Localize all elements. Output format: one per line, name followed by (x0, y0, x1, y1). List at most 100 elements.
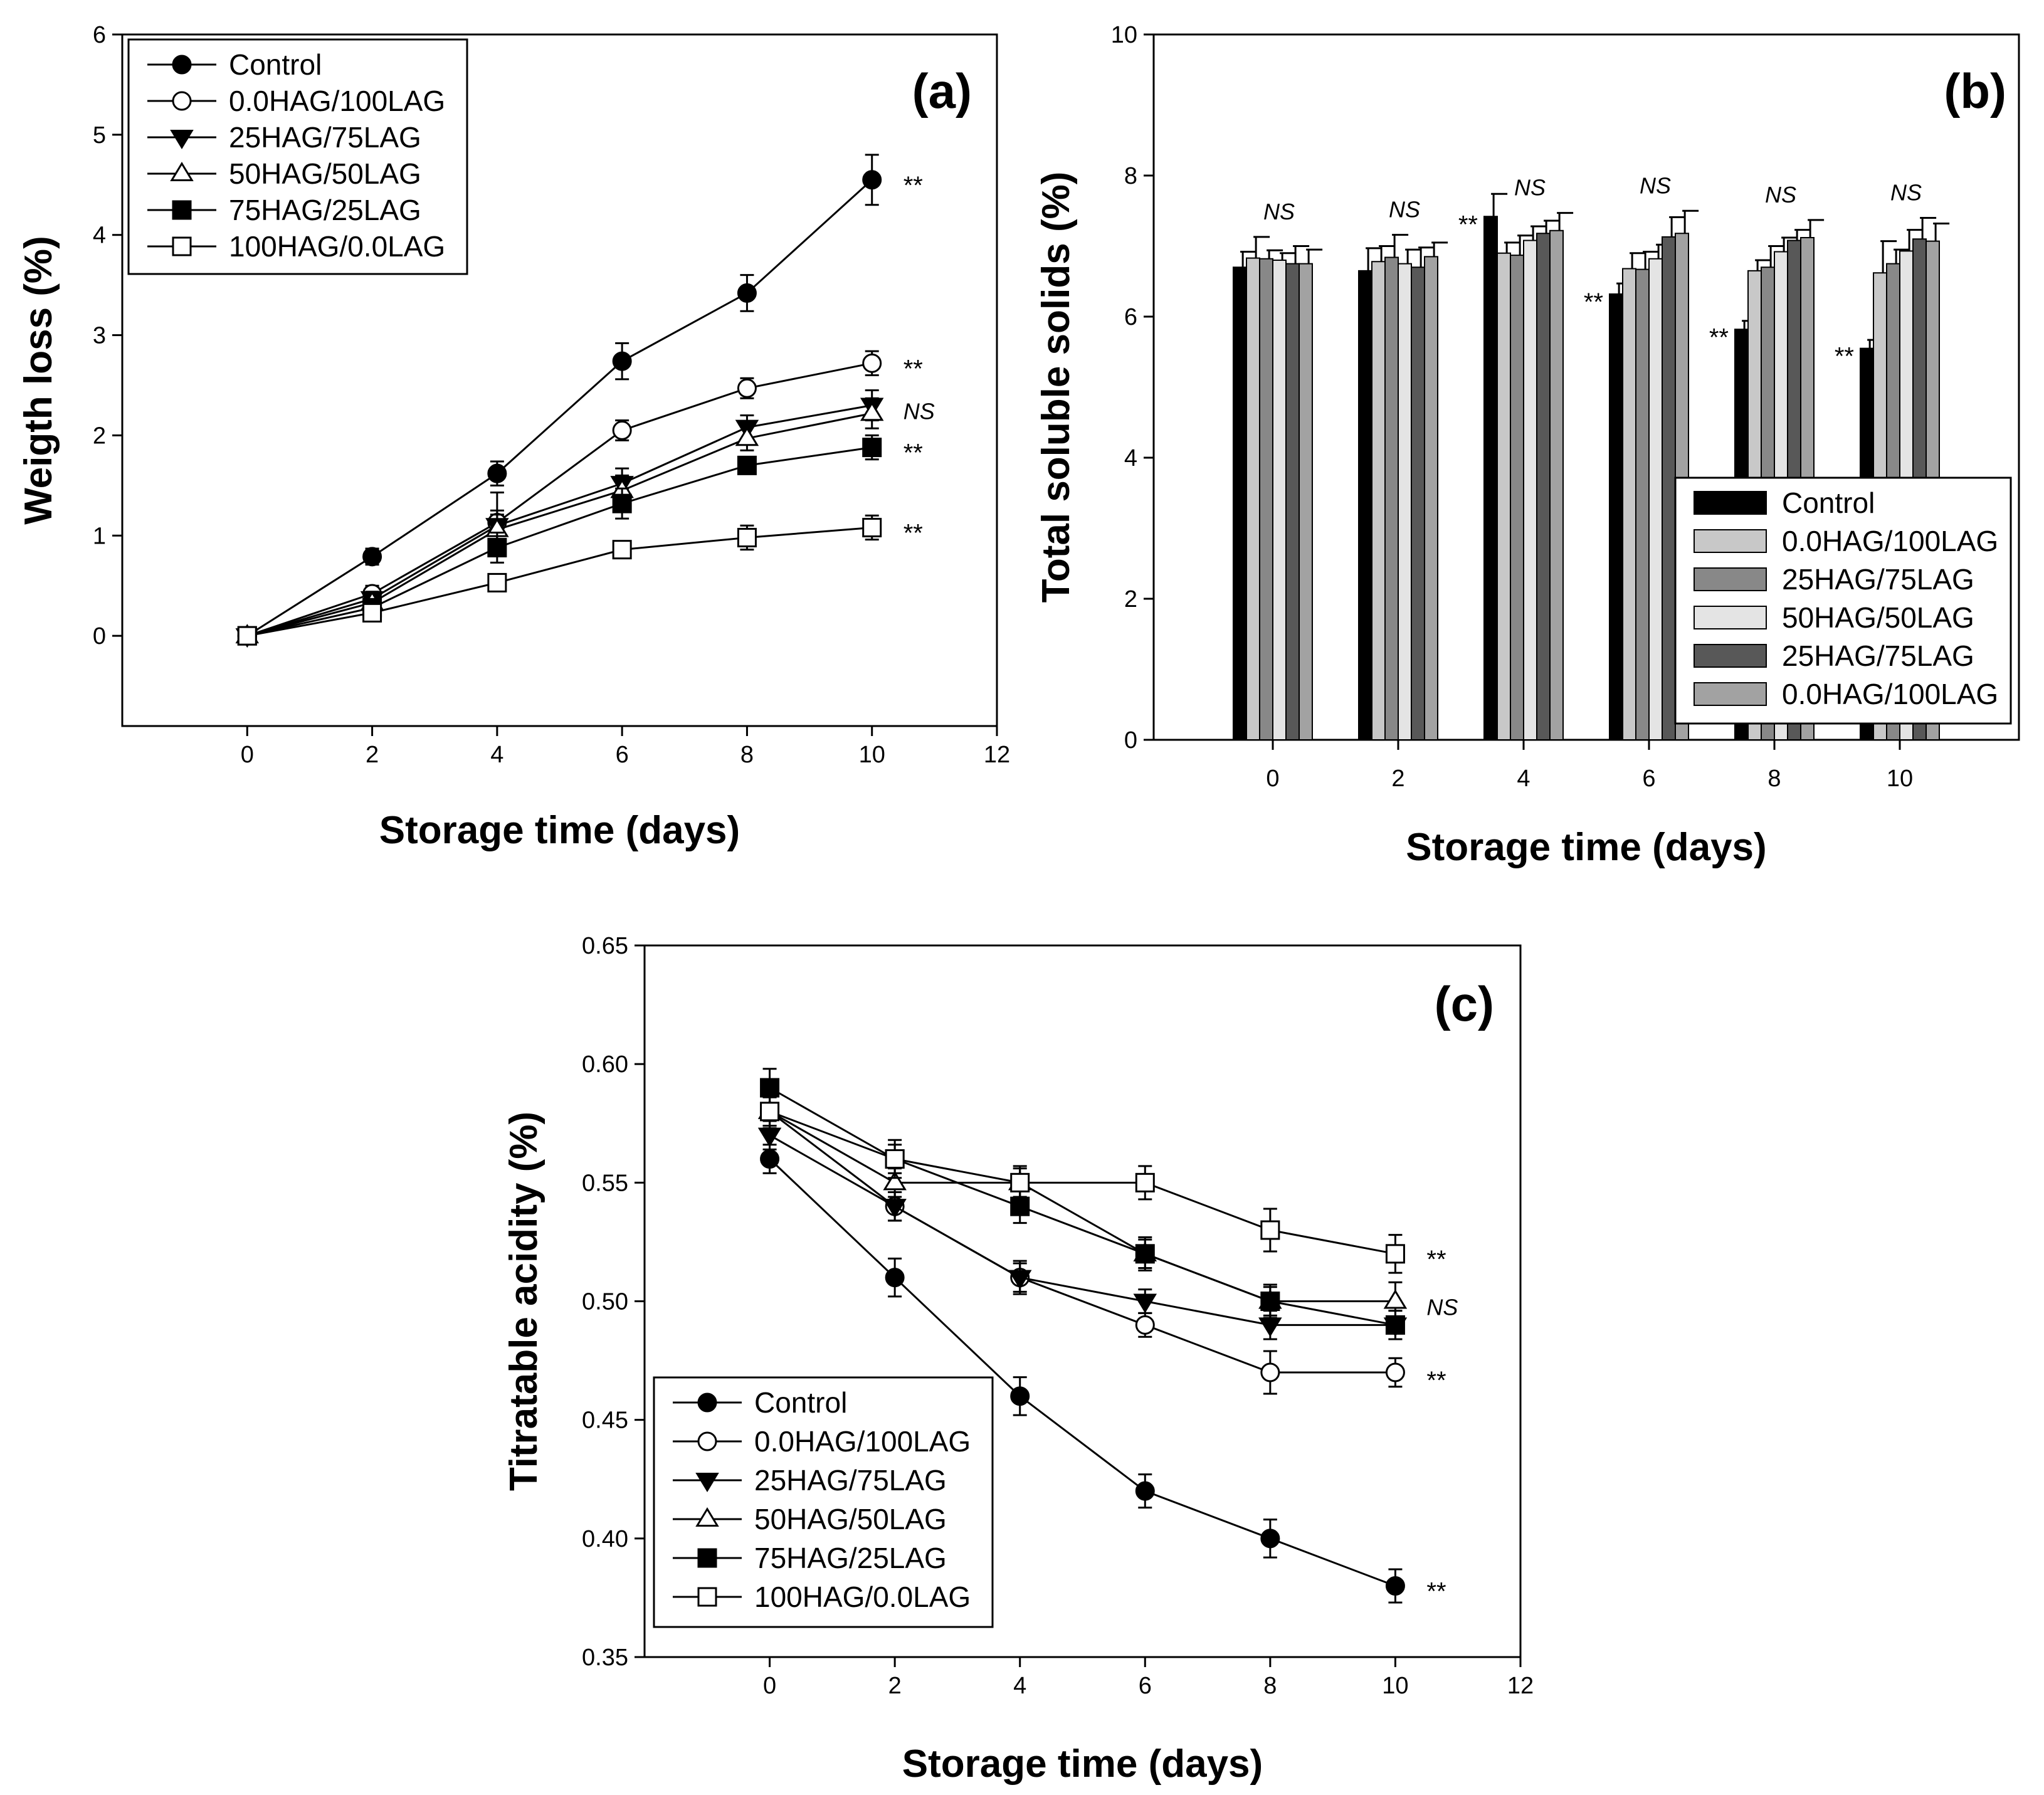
legend-item: Control (147, 48, 322, 81)
data-point (487, 572, 507, 592)
data-point (885, 1149, 905, 1169)
x-tick-label: 4 (1013, 1673, 1026, 1699)
y-axis-title: Titratable acidity (%) (502, 1112, 545, 1491)
data-point (737, 378, 757, 398)
data-point (760, 1078, 780, 1098)
bar (1259, 258, 1273, 740)
bar (1246, 257, 1260, 740)
bar (1233, 266, 1247, 740)
data-point (737, 455, 757, 475)
legend-item: 25HAG/75LAG (1694, 640, 1974, 672)
y-tick-label: 0.45 (582, 1408, 628, 1434)
category-significance: NS (1890, 180, 1922, 206)
data-point (760, 1149, 780, 1169)
data-point (1260, 1220, 1280, 1240)
bar-group: NS (1233, 199, 1323, 740)
series-line (769, 1110, 1396, 1255)
series-line (246, 446, 872, 637)
legend-item: 25HAG/75LAG (1694, 563, 1974, 596)
category-significance: NS (1640, 172, 1671, 198)
legend-marker (170, 130, 194, 149)
legend-label: 0.0HAG/100LAG (1782, 678, 1998, 710)
series-line (246, 404, 872, 637)
legend-label: 100HAG/0.0LAG (754, 1581, 971, 1613)
y-tick-label: 8 (1124, 163, 1137, 189)
bar (1510, 255, 1524, 740)
bar (1299, 263, 1313, 740)
data-point (612, 540, 632, 560)
bar (1662, 236, 1676, 740)
series-5: ** (237, 514, 923, 646)
data-point (757, 1127, 782, 1147)
y-tick-label: 3 (93, 323, 106, 349)
y-tick-label: 0.55 (582, 1170, 628, 1196)
legend-label: 50HAG/50LAG (229, 157, 421, 190)
legend-item: 0.0HAG/100LAG (147, 85, 445, 117)
x-tick-label: 2 (888, 1673, 902, 1699)
legend-swatch (1694, 491, 1767, 515)
bar-group: NS (1358, 197, 1448, 740)
legend: Control 0.0HAG/100LAG 25HAG/75LAG50HAG/50L… (127, 38, 468, 275)
series-line (246, 179, 873, 637)
significance-label: ** (1426, 1367, 1446, 1394)
data-point (1383, 1289, 1408, 1309)
y-tick-label: 2 (93, 423, 106, 449)
series-2: NS (235, 389, 935, 648)
series-line (769, 1134, 1396, 1326)
data-point (1260, 1529, 1280, 1549)
legend-label: 0.0HAG/100LAG (1782, 525, 1998, 557)
legend-item: 0.0HAG/100LAG (1694, 678, 1998, 710)
legend-frame (653, 1376, 994, 1628)
x-axis-title: Storage time (days) (902, 1742, 1263, 1786)
data-point (237, 626, 257, 646)
data-point (487, 463, 507, 483)
data-point (612, 420, 632, 440)
series-line (246, 362, 873, 637)
legend-marker (172, 55, 192, 75)
legend-marker (172, 236, 192, 256)
legend-label: 75HAG/25LAG (229, 194, 421, 226)
y-tick-label: 4 (1124, 445, 1137, 471)
y-tick-label: 0.40 (582, 1526, 628, 1552)
legend-label: 0.0HAG/100LAG (754, 1425, 971, 1458)
legend-label: 100HAG/0.0LAG (229, 230, 445, 263)
data-point (1010, 1196, 1030, 1216)
bar (1398, 263, 1412, 740)
legend-label: 50HAG/50LAG (754, 1503, 947, 1535)
x-tick-label: 8 (1263, 1673, 1277, 1699)
y-tick-label: 6 (1124, 304, 1137, 330)
control-significance: ** (1584, 288, 1603, 316)
data-point (737, 283, 757, 303)
x-tick-label: 0 (1266, 766, 1279, 792)
series-3: NS (757, 1096, 1458, 1322)
x-tick-label: 8 (1767, 766, 1781, 792)
legend-label: 50HAG/50LAG (1782, 601, 1974, 634)
x-tick-label: 6 (1642, 766, 1655, 792)
data-point (1135, 1315, 1155, 1335)
legend-swatch (1694, 529, 1767, 553)
data-point (1260, 1292, 1280, 1311)
category-significance: NS (1514, 175, 1546, 201)
data-point (1258, 1317, 1282, 1337)
legend-label: 25HAG/75LAG (229, 121, 421, 154)
x-tick-label: 2 (1391, 766, 1404, 792)
x-tick-label: 10 (859, 742, 885, 768)
significance-label: ** (903, 440, 923, 467)
data-point (1385, 1315, 1405, 1335)
data-point (885, 1268, 905, 1288)
legend-item: Control (673, 1386, 847, 1419)
data-point (1385, 1244, 1405, 1264)
data-point (862, 353, 882, 373)
legend-item: 50HAG/50LAG (147, 157, 421, 190)
data-point (487, 537, 507, 557)
series-line (769, 1158, 1396, 1587)
bar (1622, 268, 1636, 740)
significance-label: NS (903, 398, 935, 424)
legend-marker (697, 1431, 717, 1451)
data-point (1135, 1481, 1155, 1501)
legend-label: Control (1782, 487, 1875, 519)
data-point (883, 1171, 907, 1191)
y-axis-title: Total soluble solids (%) (1035, 172, 1078, 603)
significance-label: ** (903, 355, 923, 382)
